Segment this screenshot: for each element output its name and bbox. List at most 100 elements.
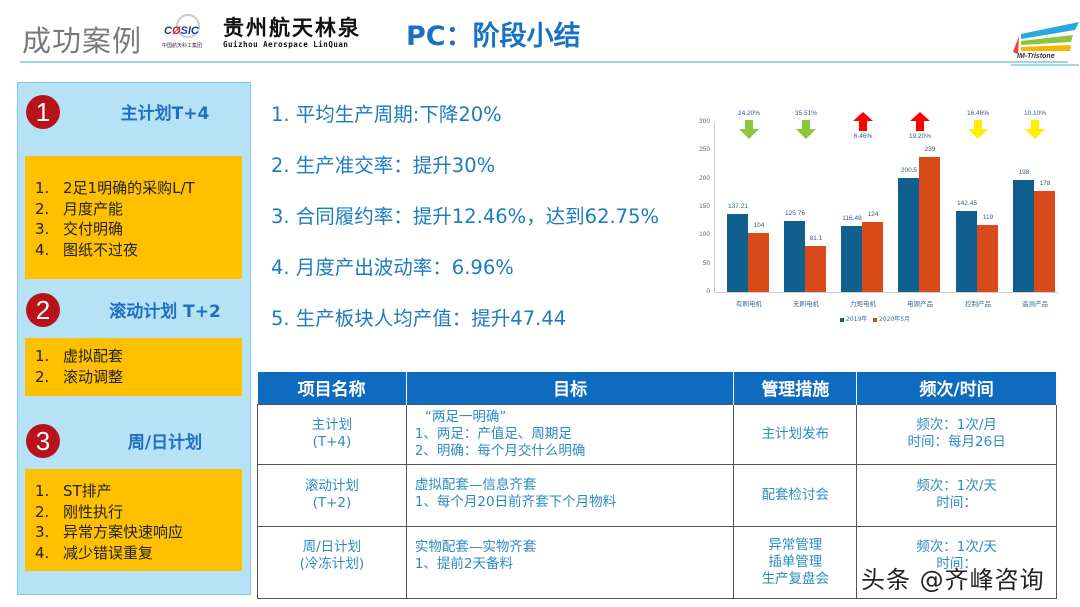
list-item: 1. 2足1明确的采购L/T [35,179,195,197]
bar-value-label: 81.1 [809,235,823,243]
bar-2020 [805,246,826,292]
arrow-down-icon [796,120,816,139]
x-category-label: 无刷电机 [793,300,819,308]
casic-subtitle: 中国航天科工集团 [162,43,203,49]
section-2-title: 滚动计划 T+2 [109,302,221,322]
tristone-stripes-icon [1011,22,1079,66]
arrow-up-icon [853,112,873,131]
arrow-down-icon [739,120,759,139]
cell-frequency: 频次：1次/月 时间：每月26日 [856,403,1057,465]
cell-measure: 主计划发布 [733,403,858,465]
list-item: 2. 月度产能 [35,199,124,218]
list-item: 4. 减少错误重复 [35,543,154,562]
y-tick-label: 200 [699,174,710,182]
x-category-label: 控制产品 [965,300,991,308]
arrow-down-icon [968,120,988,139]
page-title: PC：阶段小结 [406,21,581,52]
im-tristone-logo: IM-Tristone [1003,22,1079,66]
header-divider [20,61,1068,63]
watermark: 头条 @齐峰咨询 [861,566,1045,594]
y-tick-label: 150 [699,203,710,210]
table-row: 滚动计划 (T+2) 虚拟配套—信息齐套 1、每个月20日前齐套下个月物料 配套检讨… [257,463,1057,527]
arrow-down-icon [1025,120,1045,139]
table-header-row: 项目名称 目标 管理措施 频次/时间 [257,372,1057,404]
bar-2020 [977,224,998,292]
bar-2020 [862,221,883,292]
bar-2019 [956,211,977,292]
cell-measure: 异常管理 插单管理 生产复盘会 [733,525,858,599]
list-item: 1. 虚拟配套 [35,347,124,365]
list-item: 2. 刚性执行 [35,502,124,521]
list-item: 1. ST排产 [35,482,112,500]
bar-value-label: 142.45 [957,200,977,208]
number-badge-1: 1 [26,95,60,129]
plan-table: 项目名称 目标 管理措施 频次/时间 主计划 (T+4) “两足一明确” 1、两足：… [257,372,1057,599]
change-percent-label: 10.10% [1023,110,1047,117]
kpi-item: 3. 合同履约率：提升12.46%，达到62.75% [271,205,660,228]
header-measure: 管理措施 [733,372,858,404]
bar-value-label: 178 [1039,180,1051,188]
slide-header: 成功案例 CØSIC 中国航天科工集团 贵州航天林泉 Guizhou Aeros… [0,0,1080,68]
list-item: 3. 异常方案快速响应 [35,523,184,541]
bar-value-label: 198 [1018,168,1030,176]
bar-2020 [748,233,769,292]
cell-goal: 虚拟配套—信息齐套 1、每个月20日前齐套下个月物料 [405,463,735,527]
table-row: 主计划 (T+4) “两足一明确” 1、两足：产值足、周期足 2、明确：每个月交什么明… [257,403,1057,465]
cell-goal: “两足一明确” 1、两足：产值足、周期足 2、明确：每个月交什么明确 [405,403,735,465]
cell-project-name: 滚动计划 (T+2) [257,463,407,527]
legend-label-2020: 2020年5月 [879,316,911,323]
x-axis [714,292,1058,293]
cell-project-name: 周/日计划 (冷冻计划) [257,525,407,599]
y-tick-label: 50 [702,259,710,267]
kpi-item: 5. 生产板块人均产值：提升47.44 [271,307,567,330]
bar-value-label: 116.48 [842,214,862,222]
section-3-header: 3 周/日计划 [26,424,246,458]
y-tick-label: 300 [699,118,710,125]
list-item: 4. 图纸不过夜 [35,240,139,259]
chart-legend: 2019年 2020年5月 [840,314,910,323]
bar-2019 [898,178,919,292]
plan-levels-panel: 1 主计划T+4 1. 2足1明确的采购L/T 2. 月度产能 3. 交付明确 4. 图… [17,82,251,595]
bar-value-label: 119 [982,213,994,221]
company-name-en: Guizhou Aerospace LinQuan [223,40,349,49]
bar-2020 [919,156,940,292]
section-1-header: 1 主计划T+4 [26,95,246,129]
cell-frequency: 频次：1次/天 时间： [856,463,1057,527]
bar-2019 [784,220,805,292]
legend-swatch-2020 [873,317,878,322]
bar-value-label: 125.76 [785,209,805,217]
arrow-up-icon [910,112,930,131]
change-percent-label: 19.20% [908,133,932,140]
table-row: 周/日计划 (冷冻计划) 实物配套—实物齐套 1、提前2天备料 异常管理 插单管理 生产… [257,525,1057,599]
casic-logo: CØSIC 中国航天科工集团 [160,14,218,52]
x-category-label: 力矩电机 [850,300,876,308]
header-goal: 目标 [406,372,735,404]
cell-measure: 配套检讨会 [733,463,858,527]
y-tick-label: 100 [699,231,710,239]
bar-value-label: 239 [924,145,936,153]
change-percent-label: 16.46% [966,110,990,117]
section-2-list: 1. 虚拟配套 2. 滚动调整 [25,338,242,396]
casic-emblem-icon [176,14,200,38]
bar-2019 [1013,179,1034,292]
y-tick-label: 250 [699,146,710,154]
section-2-header: 2 滚动计划 T+2 [26,293,246,327]
cell-project-name: 主计划 (T+4) [257,403,407,465]
change-percent-label: 24.20% [737,110,761,117]
y-axis [714,122,715,292]
cell-goal: 实物配套—实物齐套 1、提前2天备料 [405,525,735,599]
list-item: 2. 滚动调整 [35,367,124,386]
bar-2019 [841,225,862,292]
change-percent-label: 6.46% [853,133,873,140]
kpi-item: 2. 生产准交率：提升30% [271,154,496,177]
legend-label-2019: 2019年 [846,316,868,323]
bar-2019 [727,214,748,292]
section-1-title: 主计划T+4 [120,104,210,124]
header-frequency: 频次/时间 [856,372,1057,404]
cell-frequency: 频次：1次/天 时间： [856,525,1057,599]
bar-value-label: 200.5 [900,167,918,175]
header-project-name: 项目名称 [257,372,407,404]
kpi-list: 1. 平均生产周期:下降20% 2. 生产准交率：提升30% 3. 合同履约率：… [271,100,659,355]
x-category-label: 电源产品 [907,300,933,308]
x-category-label: 遥测产品 [1022,300,1048,308]
